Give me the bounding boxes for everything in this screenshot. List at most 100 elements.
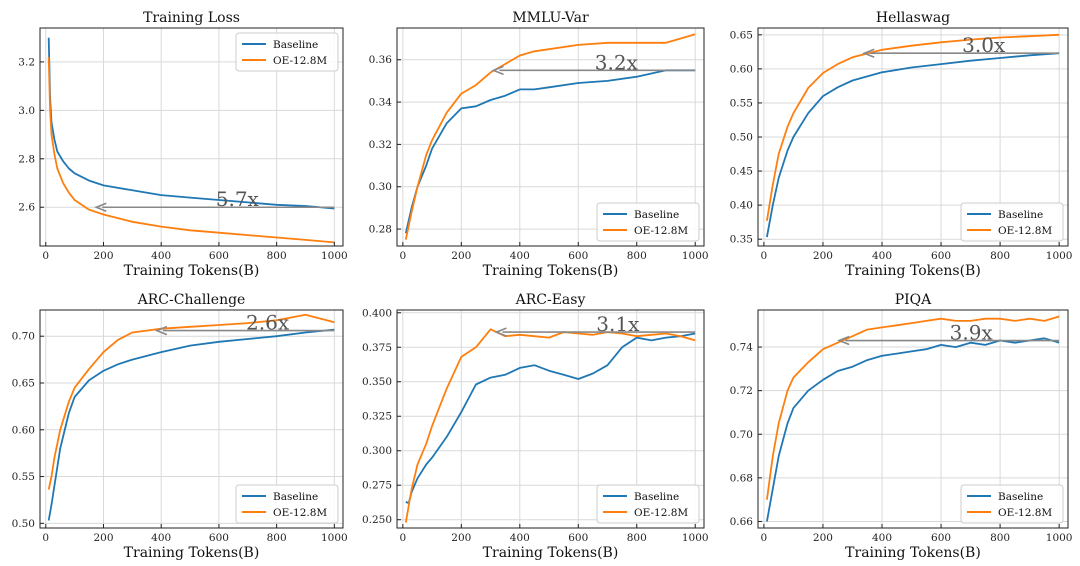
x-tick-label: 200 [451,532,471,544]
legend: Baseline OE-12.8M [960,484,1064,524]
y-tick-label: 0.350 [362,376,392,388]
legend: Baseline OE-12.8M [235,484,339,524]
series-line [47,313,335,490]
x-tick-label: 800 [267,250,287,262]
y-tick-label: 0.30 [369,181,392,193]
speedup-label: 5.7x [216,187,260,211]
y-tick-label: 0.68 [730,472,753,484]
x-tick-label: 800 [627,250,647,262]
x-axis-label: Training Tokens(B) [124,545,260,561]
x-tick-label: 800 [990,250,1010,262]
speedup-arrow-head [491,65,504,76]
x-axis-label: Training Tokens(B) [845,545,981,561]
y-tick-label: 0.74 [730,342,754,354]
y-tick-label: 0.72 [730,385,753,397]
series-line [766,315,1060,500]
y-tick-label: 0.34 [369,97,393,109]
y-tick-label: 3.0 [18,105,35,117]
y-tick-label: 0.28 [369,224,392,236]
chart-panel: 3.1x 0 200 400 600 800 1000 0.250 0.275 0.300 0.32… [362,292,709,561]
chart-title: PIQA [895,292,932,308]
x-tick-label: 200 [93,532,113,544]
legend: Baseline OE-12.8M [960,202,1064,242]
y-tick-label: 0.55 [730,97,753,109]
legend-box [235,32,339,72]
x-tick-label: 1000 [1046,532,1073,544]
chart-title: ARC-Challenge [137,292,246,308]
x-tick-label: 0 [400,250,407,262]
y-tick-label: 3.2 [18,56,35,68]
y-tick-label: 0.275 [362,480,392,492]
x-tick-label: 0 [761,250,768,262]
legend: Baseline OE-12.8M [596,484,700,524]
x-tick-label: 400 [872,250,892,262]
x-axis-label: Training Tokens(B) [483,545,619,561]
plot-frame [757,309,1069,529]
speedup-arrow-head [837,335,850,346]
chart-panel: 2.6x 0 200 400 600 800 1000 0.50 0.55 0.60 0.65 0.7… [12,292,348,561]
y-tick-label: 0.325 [362,411,392,423]
speedup-arrow-head [862,48,875,58]
x-tick-label: 600 [209,532,229,544]
y-tick-label: 0.400 [362,307,392,319]
speedup-label: 3.0x [962,33,1006,57]
y-tick-label: 0.66 [730,516,754,528]
x-tick-label: 800 [627,532,647,544]
x-tick-label: 400 [151,250,171,262]
x-tick-label: 600 [931,250,951,262]
y-tick-label: 0.70 [12,331,35,343]
speedup-label: 3.2x [595,50,639,74]
y-tick-label: 0.65 [730,29,753,41]
x-tick-label: 1000 [321,250,348,262]
x-tick-label: 0 [42,250,49,262]
chart-panel: 3.0x 0 200 400 600 800 1000 0.35 0.40 0.45 0.50 0.5… [730,10,1073,279]
legend-box [235,484,339,524]
x-axis-label: Training Tokens(B) [845,263,981,279]
series-line [405,332,696,505]
plot-frame [396,309,705,529]
legend-label: OE-12.8M [998,507,1052,519]
x-tick-label: 400 [872,532,892,544]
legend-box [960,202,1064,242]
chart-title: Hellaswag [876,10,950,26]
y-tick-label: 0.40 [730,200,753,212]
x-tick-label: 0 [400,532,407,544]
x-tick-label: 600 [931,532,951,544]
legend-label: OE-12.8M [634,225,688,237]
chart-title: Training Loss [143,10,240,26]
legend-label: Baseline [998,491,1043,503]
legend-label: Baseline [634,209,679,221]
speedup-arrow-head [94,202,107,212]
series-line [404,328,696,523]
legend-label: Baseline [273,491,318,503]
series-line [766,33,1060,221]
x-axis-label: Training Tokens(B) [483,263,619,279]
y-tick-label: 2.8 [18,153,35,165]
speedup-label: 3.9x [950,321,994,345]
legend-label: Baseline [273,39,318,51]
y-tick-label: 0.65 [12,377,35,389]
x-tick-label: 400 [151,532,171,544]
x-tick-label: 0 [42,532,49,544]
x-tick-label: 1000 [682,250,709,262]
y-tick-label: 0.250 [362,514,392,526]
x-tick-label: 400 [510,532,530,544]
legend: Baseline OE-12.8M [235,32,339,72]
speedup-arrow-head [494,327,507,337]
y-tick-label: 0.45 [730,166,753,178]
y-tick-label: 0.32 [369,139,392,151]
legend-box [596,484,700,524]
legend-label: OE-12.8M [634,507,688,519]
legend-label: OE-12.8M [273,507,327,519]
speedup-arrow-head [154,325,168,336]
x-tick-label: 600 [568,250,588,262]
x-tick-label: 200 [451,250,471,262]
plot-frame [396,27,705,247]
x-tick-label: 400 [510,250,530,262]
legend-label: Baseline [998,209,1043,221]
chart-panel: 3.9x 0 200 400 600 800 1000 0.66 0.68 0.70 0.72 0.7… [730,292,1073,561]
x-tick-label: 200 [813,532,833,544]
x-tick-label: 600 [209,250,229,262]
y-tick-label: 2.6 [18,202,35,214]
